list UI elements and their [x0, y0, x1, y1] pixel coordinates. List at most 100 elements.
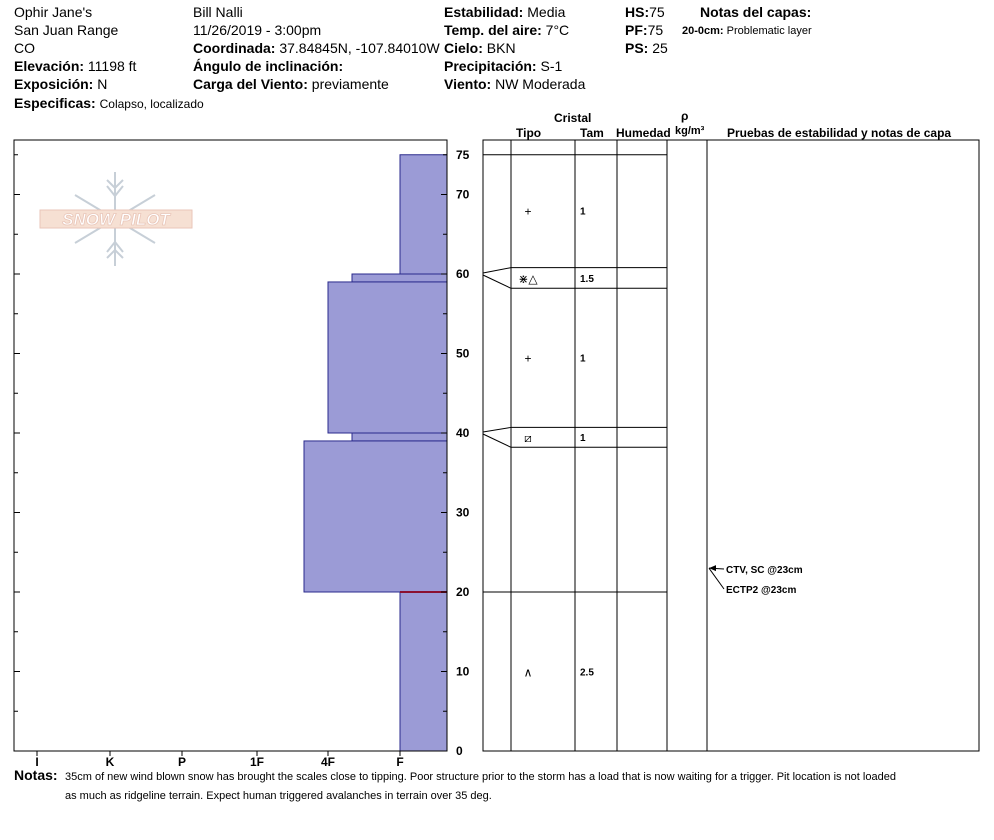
pf-value: 75 [647, 22, 664, 38]
sky-field: Cielo: BKN [444, 40, 516, 56]
coordinate-field: Coordinada: 37.84845N, -107.84010W [193, 40, 440, 56]
crystal-type-symbol: ∧ [524, 666, 533, 680]
location-name: Ophir Jane's [14, 4, 93, 20]
wind-load-field: Carga del Viento: previamente [193, 76, 389, 92]
crystal-grid-frame [482, 139, 980, 752]
wind-label: Viento: [444, 76, 492, 92]
col-header-tam: Tam [580, 126, 604, 140]
depth-tick-label: 40 [456, 426, 470, 440]
stability-label: Estabilidad: [444, 4, 524, 20]
hardness-tick-label: F [396, 755, 403, 769]
notes-line-2: as much as ridgeline terrain. Expect hum… [65, 790, 492, 802]
test-leader-line [708, 567, 725, 590]
hs-label: HS: [625, 4, 650, 20]
hardness-tick-label: 1F [250, 755, 264, 769]
crystal-size: 1 [580, 353, 586, 364]
hardness-bar [327, 281, 448, 434]
wind-field: Viento: NW Moderada [444, 76, 585, 92]
hardness-plot-frame [13, 139, 448, 752]
col-header-tipo: Tipo [516, 126, 542, 140]
stability-field: Estabilidad: Media [444, 4, 565, 20]
elevation-field: Elevación: 11198 ft [14, 58, 136, 74]
sky-value: BKN [486, 40, 516, 56]
ps-label: PS: [625, 40, 649, 56]
crystal-size: 1.5 [580, 274, 594, 285]
crystal-type-symbol: ⋇△ [518, 272, 538, 286]
depth-tick-label: 75 [456, 148, 470, 162]
notes-label: Notas: [14, 767, 58, 783]
slope-angle-field: Ángulo de inclinación: [193, 58, 343, 74]
pf-label: PF: [625, 22, 648, 38]
hardness-bar [399, 591, 448, 752]
wind-load-value: previamente [311, 76, 389, 92]
layer-notes-label: Notas del capas: [700, 4, 812, 20]
wind-load-label: Carga del Viento: [193, 76, 308, 92]
crystal-type-symbol: ⧄ [524, 431, 532, 445]
stability-test-label: CTV, SC @23cm [726, 565, 803, 576]
crystal-grid: +1 ⋇△ 1.5 + 1 ⧄ 1 ∧ 2.5 CTV, SC @23cm ECTP2 @23cm [482, 139, 980, 752]
precip-label: Precipitación: [444, 58, 537, 74]
layer-note-depth: 20-0cm: [682, 25, 724, 37]
notes-line-1: 35cm of new wind blown snow has brought … [65, 771, 896, 783]
pf-field: PF:75 [625, 22, 663, 38]
hs-field: HS:75 [625, 4, 665, 20]
mountain-range: San Juan Range [14, 22, 119, 38]
hs-value: 75 [649, 4, 665, 20]
stability-value: Media [527, 4, 566, 20]
aspect-field: Exposición: N [14, 76, 107, 92]
depth-tick-label: 70 [456, 188, 470, 202]
specifics-field: Especificas: Colapso, localizado [14, 95, 204, 112]
hardness-bar [399, 154, 448, 275]
coordinate-label: Coordinada: [193, 40, 276, 56]
hardness-bar [351, 273, 448, 283]
slope-angle-label: Ángulo de inclinación: [193, 58, 344, 74]
layer-note: 20-0cm: Problematic layer [682, 23, 812, 39]
aspect-value: N [97, 76, 108, 92]
stability-test-label: ECTP2 @23cm [726, 585, 796, 596]
depth-tick-label: 30 [456, 506, 470, 520]
air-temp-label: Temp. del aire: [444, 22, 542, 38]
crystal-type-symbol: + [524, 204, 531, 218]
snowpilot-logo-text: SNOW PILOT [62, 210, 171, 229]
layer-note-text: Problematic layer [726, 25, 812, 37]
air-temp-value: 7°C [545, 22, 570, 38]
col-header-humedad: Humedad [616, 126, 671, 140]
coordinate-value: 37.84845N, -107.84010W [279, 40, 440, 56]
air-temp-field: Temp. del aire: 7°C [444, 22, 569, 38]
depth-tick-label: 60 [456, 267, 470, 281]
layer-connector [482, 267, 512, 274]
hardness-tick-label: I [35, 755, 38, 769]
crystal-size: 1 [580, 433, 586, 444]
hardness-bar [303, 440, 448, 593]
crystal-size: 2.5 [580, 668, 594, 679]
sky-label: Cielo: [444, 40, 483, 56]
ps-field: PS: 25 [625, 40, 668, 56]
ps-value: 25 [652, 40, 668, 56]
col-header-rho: ρ [681, 109, 689, 123]
test-arrow-icon [709, 565, 716, 572]
precip-value: S-1 [540, 58, 563, 74]
col-header-rho-unit: kg/m³ [675, 125, 705, 137]
hardness-plot [303, 154, 448, 752]
col-header-tests: Pruebas de estabilidad y notas de capa [727, 126, 952, 140]
specifics-value: Colapso, localizado [99, 97, 204, 111]
observer-name: Bill Nalli [193, 4, 243, 20]
elevation-label: Elevación: [14, 58, 85, 74]
depth-tick-label: 0 [456, 744, 463, 758]
hardness-tick-label: K [106, 755, 115, 769]
chart-axes: I K P 1F 4F F 0 10 20 30 40 50 60 70 75 [13, 139, 470, 769]
layer-connector [482, 274, 512, 289]
layer-connector [482, 426, 512, 433]
crystal-type-symbol: + [524, 351, 531, 365]
depth-tick-label: 20 [456, 585, 470, 599]
crystal-size: 1 [580, 206, 586, 217]
state: CO [14, 40, 35, 56]
snowpilot-logo: SNOW PILOT [39, 172, 193, 266]
layer-connector [482, 433, 512, 448]
depth-tick-label: 50 [456, 347, 470, 361]
observation-datetime: 11/26/2019 - 3:00pm [193, 22, 322, 38]
depth-tick-label: 10 [456, 665, 470, 679]
specifics-label: Especificas: [14, 95, 96, 111]
precip-field: Precipitación: S-1 [444, 58, 562, 74]
